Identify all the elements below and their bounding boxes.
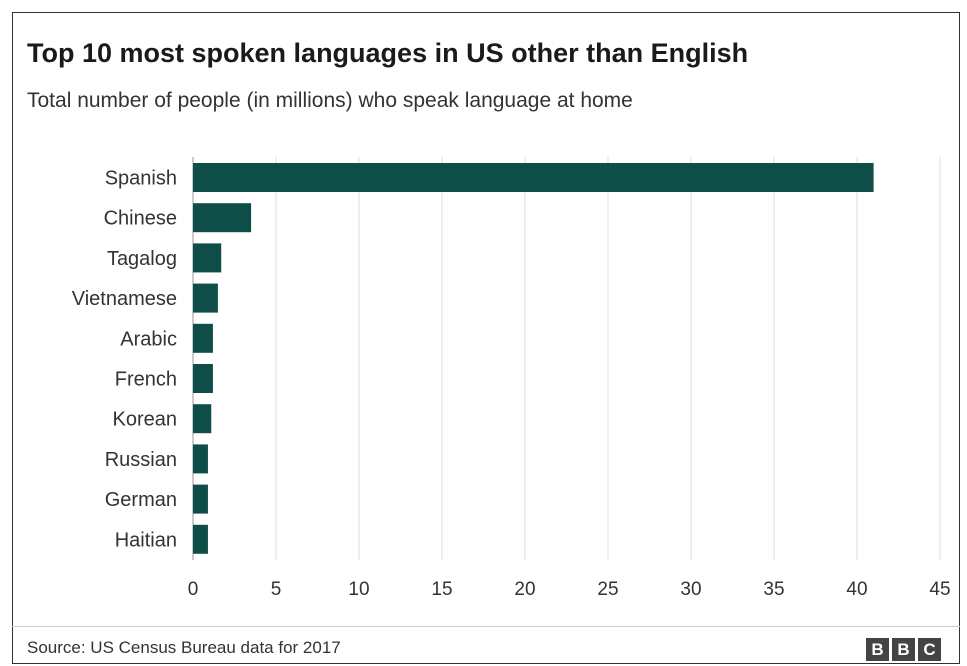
bar xyxy=(193,203,252,233)
bbc-logo-letter: B xyxy=(892,638,915,661)
bar-chart: 0 5 10 15 20 25 30 35 40 45 Spanish Chinese Tagalog V… xyxy=(72,157,951,600)
chart-subtitle: Total number of people (in millions) who… xyxy=(27,89,633,112)
x-tick-label: 0 xyxy=(188,579,199,600)
footer-divider xyxy=(12,626,960,627)
x-tick-label: 40 xyxy=(846,579,867,600)
chart-frame xyxy=(12,12,960,664)
bar xyxy=(193,484,208,514)
chart-title: Top 10 most spoken languages in US other… xyxy=(27,38,749,68)
bbc-logo-letter: B xyxy=(866,638,889,661)
bbc-logo: B B C xyxy=(866,638,941,661)
category-label: French xyxy=(115,369,177,391)
bbc-logo-letter: C xyxy=(918,638,941,661)
x-tick-label: 10 xyxy=(348,579,369,600)
category-label: Spanish xyxy=(105,168,177,190)
bar xyxy=(193,444,208,474)
bar xyxy=(193,323,213,353)
x-tick-label: 20 xyxy=(514,579,535,600)
category-label: German xyxy=(105,489,177,511)
bar xyxy=(193,404,212,434)
category-label: Arabic xyxy=(120,328,177,350)
category-label: Korean xyxy=(113,409,178,431)
x-tick-label: 15 xyxy=(431,579,452,600)
x-tick-label: 30 xyxy=(680,579,701,600)
category-label: Vietnamese xyxy=(72,288,177,310)
category-label: Tagalog xyxy=(107,248,177,270)
bar xyxy=(193,364,213,393)
category-label: Haitian xyxy=(115,529,177,551)
x-tick-label: 35 xyxy=(763,579,784,600)
category-label: Russian xyxy=(105,449,177,471)
bar xyxy=(193,243,222,273)
bar xyxy=(193,524,208,554)
bar xyxy=(193,283,218,313)
category-label: Chinese xyxy=(104,208,177,230)
bar xyxy=(193,163,874,192)
x-tick-label: 5 xyxy=(271,579,282,600)
x-tick-label: 45 xyxy=(929,579,950,600)
source-note: Source: US Census Bureau data for 2017 xyxy=(27,638,341,657)
x-tick-label: 25 xyxy=(597,579,618,600)
